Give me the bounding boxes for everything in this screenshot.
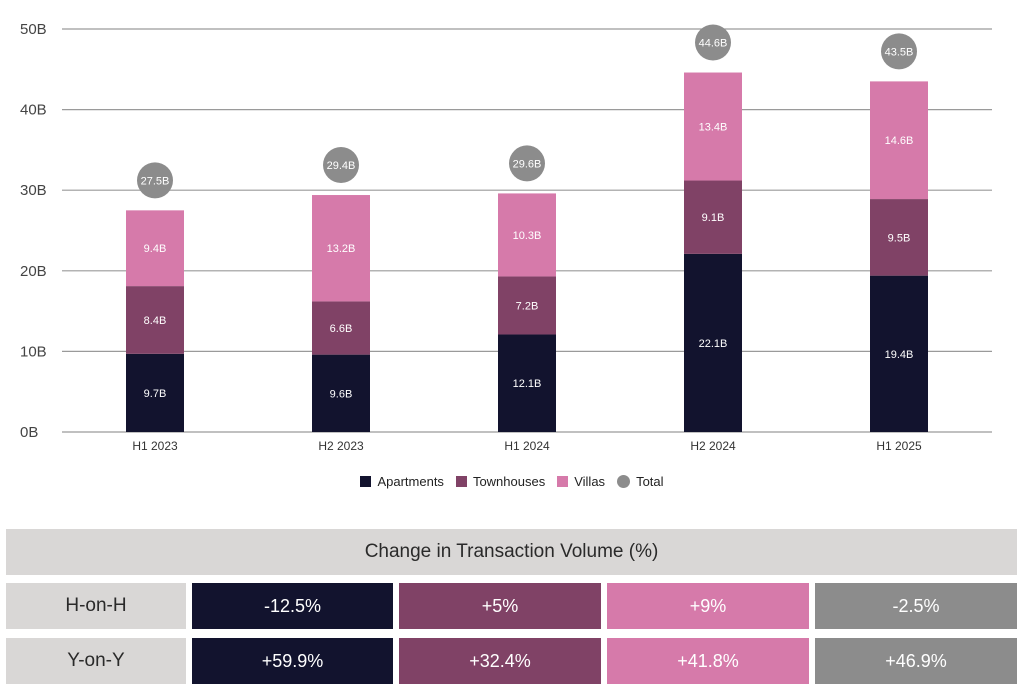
total-label: 29.4B: [327, 160, 356, 172]
x-tick-label: H1 2025: [876, 439, 922, 453]
x-tick-label: H1 2023: [132, 439, 178, 453]
data-label: 14.6B: [885, 135, 914, 147]
legend-label-villas: Villas: [574, 474, 606, 489]
legend-item-total: Total: [617, 474, 664, 489]
data-label: 9.6B: [330, 388, 353, 400]
table-row-y-on-y: Y-on-Y +59.9% +32.4% +41.8% +46.9%: [6, 638, 1017, 684]
chart-legend: Apartments Townhouses Villas Total: [0, 474, 1024, 489]
data-label: 8.4B: [144, 315, 167, 327]
y-tick-label: 0B: [20, 424, 38, 441]
data-label: 10.3B: [513, 230, 542, 242]
bar-segment-townhouses: [684, 180, 742, 254]
bar-segment-apartments: [312, 354, 370, 432]
row-header-h-on-h: H-on-H: [6, 583, 186, 629]
bar-segment-apartments: [684, 253, 742, 432]
x-tick-label: H2 2024: [690, 439, 736, 453]
legend-item-apartments: Apartments: [360, 474, 444, 489]
row-header-y-on-y: Y-on-Y: [6, 638, 186, 684]
y-tick-label: 40B: [20, 102, 47, 119]
total-label: 27.5B: [141, 175, 170, 187]
legend-swatch-apartments: [360, 476, 372, 487]
total-marker: [323, 147, 359, 184]
total-marker: [509, 145, 545, 182]
y-tick-label: 50B: [20, 21, 47, 38]
cell-y-on-y-villas: +41.8%: [607, 638, 809, 684]
cell-y-on-y-apartments: +59.9%: [192, 638, 393, 684]
data-label: 13.4B: [699, 122, 728, 134]
data-label: 7.2B: [516, 300, 539, 312]
data-label: 9.1B: [702, 212, 725, 224]
legend-label-total: Total: [636, 474, 664, 489]
bar-segment-townhouses: [498, 276, 556, 335]
bar-segment-townhouses: [126, 286, 184, 354]
total-label: 29.6B: [513, 158, 542, 170]
bar-segment-villas: [870, 81, 928, 200]
y-tick-label: 10B: [20, 343, 47, 360]
cell-h-on-h-apartments: -12.5%: [192, 583, 393, 629]
cell-h-on-h-townhouses: +5%: [399, 583, 601, 629]
bar-segment-apartments: [126, 353, 184, 432]
data-label: 22.1B: [699, 338, 728, 350]
total-marker: [137, 162, 173, 199]
legend-label-townhouses: Townhouses: [472, 474, 546, 489]
data-label: 9.5B: [888, 232, 911, 244]
cell-y-on-y-total: +46.9%: [815, 638, 1017, 684]
bar-segment-townhouses: [312, 301, 370, 355]
bar-segment-apartments: [498, 334, 556, 432]
data-label: 19.4B: [885, 349, 914, 361]
legend-swatch-villas: [557, 476, 569, 487]
y-tick-label: 30B: [20, 182, 47, 199]
total-label: 44.6B: [699, 38, 728, 50]
cell-h-on-h-total: -2.5%: [815, 583, 1017, 629]
data-label: 12.1B: [513, 378, 542, 390]
bar-segment-villas: [126, 210, 184, 287]
legend-item-townhouses: Townhouses: [455, 474, 546, 489]
data-label: 13.2B: [327, 243, 356, 255]
bar-segment-villas: [684, 72, 742, 181]
stacked-bar-chart: 0B 10B 20B 30B 40B 50B 9.7B 8.4B 9.4B 27.5B H1 202…: [20, 21, 992, 453]
total-marker: [881, 33, 917, 70]
change-table: Change in Transaction Volume (%) H-on-H …: [0, 527, 1024, 695]
bar-segment-apartments: [870, 275, 928, 432]
legend-item-villas: Villas: [557, 474, 605, 489]
bar-segment-townhouses: [870, 199, 928, 276]
total-marker: [695, 24, 731, 61]
cell-h-on-h-villas: +9%: [607, 583, 809, 629]
x-tick-label: H1 2024: [504, 439, 550, 453]
bar-segment-villas: [312, 195, 370, 302]
x-tick-label: H2 2023: [318, 439, 364, 453]
legend-swatch-total: [617, 475, 631, 488]
bar-segment-villas: [498, 193, 556, 277]
legend-label-apartments: Apartments: [377, 474, 444, 489]
cell-y-on-y-townhouses: +32.4%: [399, 638, 601, 684]
data-label: 9.7B: [144, 388, 167, 400]
data-label: 6.6B: [330, 323, 353, 335]
y-tick-label: 20B: [20, 263, 47, 280]
legend-swatch-townhouses: [455, 476, 467, 487]
total-label: 43.5B: [885, 46, 914, 58]
data-label: 9.4B: [144, 243, 167, 255]
table-title: Change in Transaction Volume (%): [6, 529, 1017, 575]
table-row-h-on-h: H-on-H -12.5% +5% +9% -2.5%: [6, 583, 1017, 629]
